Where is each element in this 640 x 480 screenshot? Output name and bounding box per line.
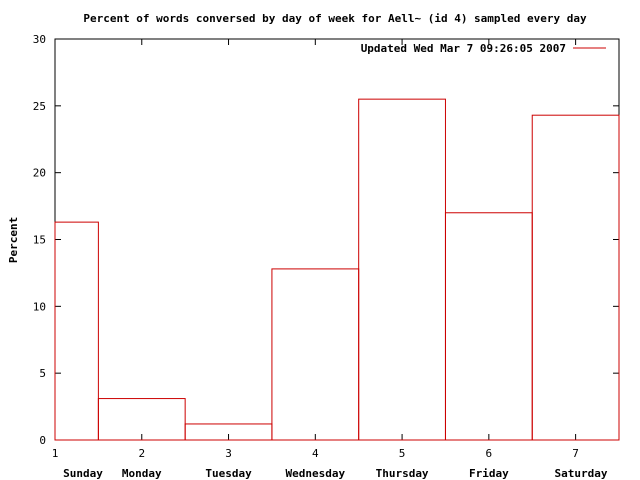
bar-thursday: [358, 98, 446, 441]
bar-sunday: [54, 221, 99, 441]
x-tick-label: 1: [52, 447, 59, 460]
day-label: Friday: [469, 467, 509, 480]
y-tick-label: 15: [33, 234, 46, 247]
bar-friday: [444, 212, 533, 441]
bar-saturday: [531, 114, 620, 441]
y-axis-label: Percent: [7, 217, 20, 263]
y-tick-label: 0: [39, 434, 46, 447]
legend: Updated Wed Mar 7 09:26:05 2007: [361, 42, 606, 55]
day-label: Wednesday: [286, 467, 346, 480]
bar-wednesday: [271, 268, 360, 441]
day-label: Sunday: [63, 467, 103, 480]
day-label: Monday: [122, 467, 162, 480]
y-tick-label: 10: [33, 300, 46, 313]
day-label: Thursday: [376, 467, 429, 480]
chart-title: Percent of words conversed by day of wee…: [83, 12, 587, 25]
x-tick-label: 4: [312, 447, 319, 460]
x-tick-label: 2: [138, 447, 145, 460]
y-tick-label: 25: [33, 100, 46, 113]
x-tick-label: 3: [225, 447, 232, 460]
bar-monday: [97, 398, 186, 441]
bar-series: [54, 98, 620, 441]
y-tick-label: 20: [33, 167, 46, 180]
day-label: Saturday: [555, 467, 608, 480]
x-tick-label: 7: [572, 447, 579, 460]
day-label: Tuesday: [205, 467, 252, 480]
x-tick-label: 5: [399, 447, 406, 460]
x-tick-label: 6: [486, 447, 493, 460]
x-axis: 1 Sunday 2 Monday 3 Tuesday 4 Wednesday 5 Thursda…: [52, 39, 608, 480]
legend-label: Updated Wed Mar 7 09:26:05 2007: [361, 42, 566, 55]
plot-frame: [54, 38, 620, 441]
y-tick-label: 30: [33, 33, 46, 46]
y-tick-label: 5: [39, 367, 46, 380]
y-axis: 0 5 10 15 20 25 30: [33, 33, 619, 447]
